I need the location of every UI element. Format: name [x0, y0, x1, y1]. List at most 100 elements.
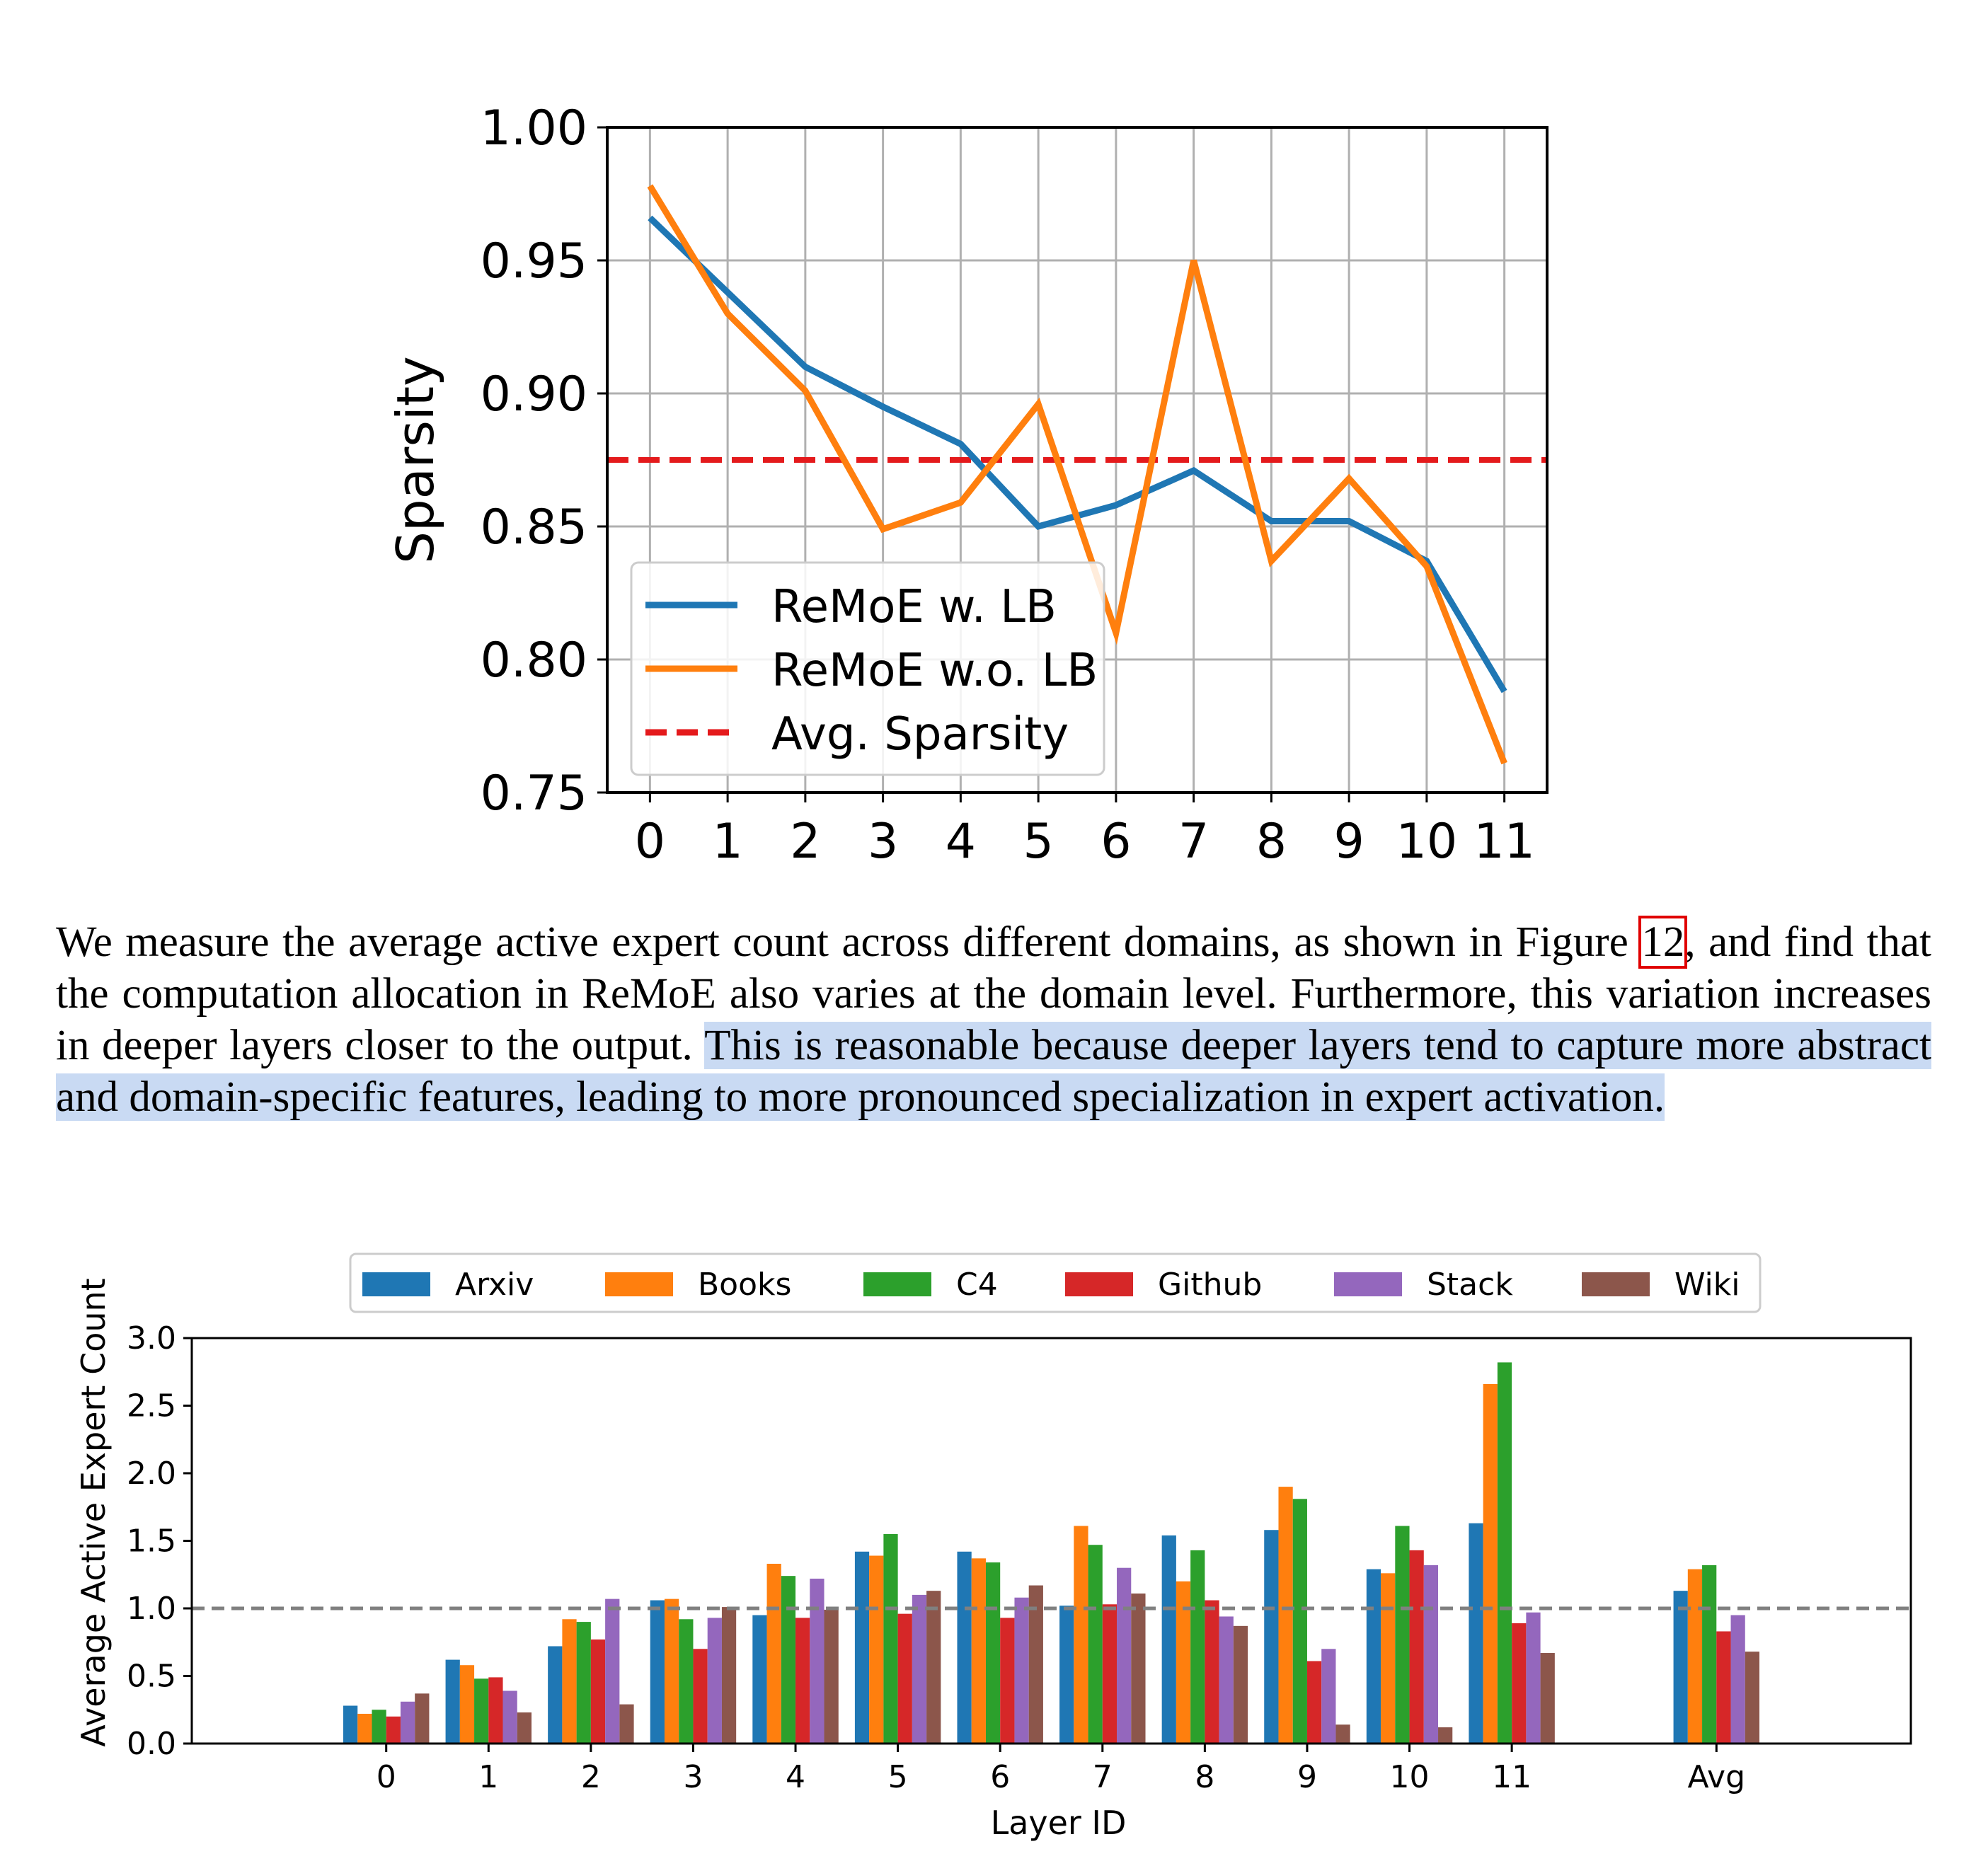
x-tick-label: 7 — [1178, 814, 1209, 870]
y-tick-label: 1.00 — [481, 100, 587, 156]
legend-swatch-arxiv — [362, 1272, 430, 1296]
bar-github-4 — [795, 1618, 810, 1744]
bar-stack-Avg — [1730, 1615, 1745, 1744]
legend-swatch-github — [1065, 1272, 1133, 1296]
x-axis-label: Layer ID — [991, 1804, 1127, 1842]
bar-c4-2 — [576, 1622, 591, 1744]
bar-c4-8 — [1190, 1550, 1205, 1744]
bar-books-11 — [1483, 1383, 1498, 1744]
bar-c4-10 — [1395, 1526, 1410, 1744]
bar-stack-0 — [400, 1701, 415, 1744]
x-tick-label: 3 — [868, 814, 898, 870]
legend-box — [630, 561, 1105, 776]
bar-books-9 — [1278, 1487, 1293, 1744]
legend-swatch-c4 — [863, 1272, 931, 1296]
legend-label-0: ReMoE w. LB — [771, 581, 1057, 633]
bar-arxiv-5 — [854, 1551, 870, 1744]
bar-github-3 — [693, 1649, 708, 1744]
bar-arxiv-3 — [650, 1600, 665, 1744]
y-tick-label: 0.0 — [127, 1726, 176, 1762]
bar-arxiv-0 — [343, 1705, 358, 1744]
y-tick-label: 0.85 — [481, 500, 587, 555]
bar-stack-7 — [1117, 1567, 1132, 1744]
bar-stack-6 — [1014, 1597, 1029, 1744]
legend-label-wiki: Wiki — [1674, 1267, 1740, 1303]
paragraph-text-2: , and find that the computation allocati… — [56, 918, 1932, 1069]
y-tick-label: 2.5 — [127, 1388, 176, 1424]
bar-c4-0 — [372, 1710, 386, 1744]
bar-stack-2 — [605, 1598, 620, 1744]
bar-books-1 — [459, 1665, 475, 1744]
bar-stack-3 — [707, 1618, 722, 1744]
bar-c4-5 — [883, 1533, 898, 1744]
y-tick-label: 2.0 — [127, 1456, 176, 1492]
bar-books-8 — [1176, 1581, 1191, 1744]
legend-swatch-stack — [1334, 1272, 1402, 1296]
bar-wiki-0 — [415, 1693, 430, 1744]
bar-github-Avg — [1716, 1631, 1731, 1744]
y-tick-label: 0.75 — [481, 766, 587, 822]
x-tick-label: Avg — [1688, 1759, 1746, 1795]
bar-arxiv-2 — [548, 1646, 563, 1744]
x-tick-label: 5 — [888, 1759, 908, 1795]
bar-github-2 — [590, 1639, 606, 1744]
bar-github-0 — [386, 1716, 401, 1744]
bar-github-8 — [1205, 1600, 1219, 1744]
bar-books-Avg — [1687, 1569, 1703, 1744]
bar-c4-11 — [1497, 1362, 1512, 1744]
bar-github-1 — [488, 1677, 503, 1744]
bar-c4-6 — [985, 1562, 1001, 1744]
x-tick-label: 0 — [635, 814, 665, 870]
y-tick-label: 3.0 — [127, 1320, 176, 1356]
bar-c4-4 — [781, 1576, 796, 1744]
x-tick-label: 2 — [790, 814, 820, 870]
bar-arxiv-1 — [445, 1659, 460, 1744]
legend-swatch-books — [605, 1272, 673, 1296]
y-tick-label: 0.95 — [481, 234, 587, 289]
bar-arxiv-7 — [1059, 1606, 1074, 1744]
y-tick-label: 1.5 — [127, 1523, 176, 1560]
bar-books-6 — [971, 1558, 986, 1744]
bar-wiki-7 — [1131, 1593, 1146, 1744]
plot-frame — [606, 126, 1549, 794]
bar-arxiv-Avg — [1673, 1591, 1688, 1744]
x-tick-label: 6 — [990, 1759, 1010, 1795]
body-paragraph: We measure the average active expert cou… — [56, 916, 1931, 1123]
bar-stack-4 — [810, 1578, 824, 1744]
y-axis-label: Average Active Expert Count — [74, 1278, 113, 1746]
y-tick-label: 1.0 — [127, 1591, 176, 1627]
bar-wiki-8 — [1233, 1625, 1248, 1744]
bar-wiki-10 — [1438, 1727, 1453, 1744]
legend-label-c4: C4 — [956, 1267, 998, 1303]
bar-c4-3 — [679, 1619, 694, 1744]
legend-label-books: Books — [698, 1267, 791, 1303]
figure-reference-link[interactable]: 12 — [1638, 916, 1688, 969]
legend-label-1: ReMoE w.o. LB — [771, 645, 1098, 697]
legend: ReMoE w. LB ReMoE w.o. LB Avg. Sparsity — [630, 561, 1105, 776]
bar-github-6 — [1000, 1618, 1015, 1744]
bar-stack-1 — [502, 1690, 517, 1744]
legend-label-arxiv: Arxiv — [455, 1267, 534, 1303]
legend-label-2: Avg. Sparsity — [771, 708, 1069, 761]
x-tick-label: 1 — [712, 814, 742, 870]
x-tick-label: 4 — [786, 1759, 805, 1795]
bar-arxiv-9 — [1264, 1530, 1279, 1744]
y-tick-label: 0.80 — [481, 633, 587, 688]
x-tick-label: 10 — [1396, 814, 1458, 870]
x-tick-label: 0 — [377, 1759, 396, 1795]
bar-github-10 — [1409, 1550, 1424, 1744]
x-tick-label: 1 — [478, 1759, 498, 1795]
bar-github-9 — [1306, 1661, 1322, 1744]
x-tick-label: 9 — [1297, 1759, 1317, 1795]
bar-arxiv-8 — [1161, 1535, 1176, 1744]
bar-arxiv-11 — [1469, 1523, 1483, 1744]
bar-books-2 — [562, 1619, 577, 1744]
x-tick-label: 5 — [1023, 814, 1053, 870]
bar-github-7 — [1102, 1604, 1117, 1744]
paragraph-text-1: We measure the average active expert cou… — [56, 918, 1642, 966]
bar-arxiv-4 — [752, 1615, 767, 1744]
legend-box — [349, 1252, 1762, 1313]
x-tick-label: 10 — [1390, 1759, 1430, 1795]
y-axis-label: Sparsity — [386, 356, 445, 563]
x-tick-label: 9 — [1333, 814, 1364, 870]
